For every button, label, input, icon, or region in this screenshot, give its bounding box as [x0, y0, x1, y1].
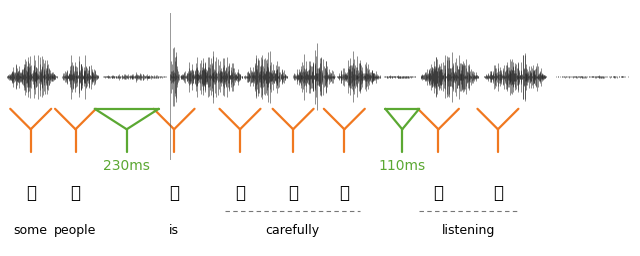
Text: some: some: [13, 224, 48, 237]
Text: 人: 人: [70, 184, 81, 202]
Text: 地: 地: [339, 184, 349, 202]
Text: 在: 在: [169, 184, 179, 202]
Text: 倾: 倾: [433, 184, 444, 202]
Text: 细: 细: [288, 184, 298, 202]
Text: 有: 有: [26, 184, 36, 202]
Text: people: people: [54, 224, 97, 237]
Text: carefully: carefully: [265, 224, 319, 237]
Text: 230ms: 230ms: [103, 159, 150, 173]
Text: 110ms: 110ms: [379, 159, 426, 173]
Text: is: is: [169, 224, 179, 237]
Text: listening: listening: [442, 224, 495, 237]
Text: 听: 听: [493, 184, 503, 202]
Text: 细: 细: [235, 184, 245, 202]
